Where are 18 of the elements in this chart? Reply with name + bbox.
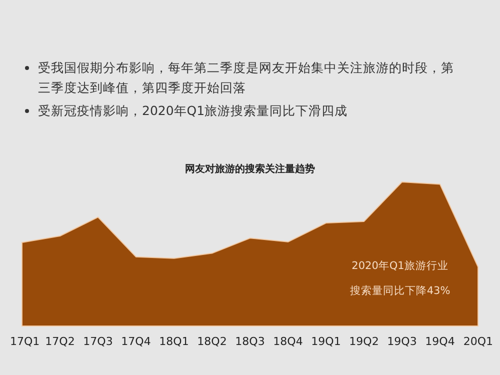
x-tick-label: 18Q1 bbox=[159, 335, 189, 348]
x-tick-label: 17Q2 bbox=[45, 335, 75, 348]
text: 受我国假期分布影响，每年第二季度是网友开始集中关注旅游的时段，第三季度达到峰值，第四季度开始回落 bbox=[38, 60, 454, 95]
x-tick-label: 17Q1 bbox=[10, 335, 40, 348]
x-tick-label: 17Q4 bbox=[121, 335, 151, 348]
chart-title: 网友对旅游的搜索关注量趋势 bbox=[185, 163, 315, 175]
annotation: 搜索量同比下降43% bbox=[350, 284, 450, 297]
x-tick-label: 18Q3 bbox=[235, 335, 265, 348]
x-tick-label: 20Q1 bbox=[463, 335, 493, 348]
x-tick-label: 19Q2 bbox=[349, 335, 379, 348]
x-tick-label: 18Q4 bbox=[273, 335, 303, 348]
annotation: 2020年Q1旅游行业 bbox=[352, 259, 448, 272]
x-tick-label: 19Q1 bbox=[311, 335, 341, 348]
x-tick-label: 17Q3 bbox=[83, 335, 113, 348]
x-tick-label: 18Q2 bbox=[197, 335, 227, 348]
x-tick-label: 19Q3 bbox=[387, 335, 417, 348]
text: 受新冠疫情影响，2020年Q1旅游搜索量同比下滑四成 bbox=[38, 103, 348, 118]
x-tick-label: 19Q4 bbox=[425, 335, 455, 348]
